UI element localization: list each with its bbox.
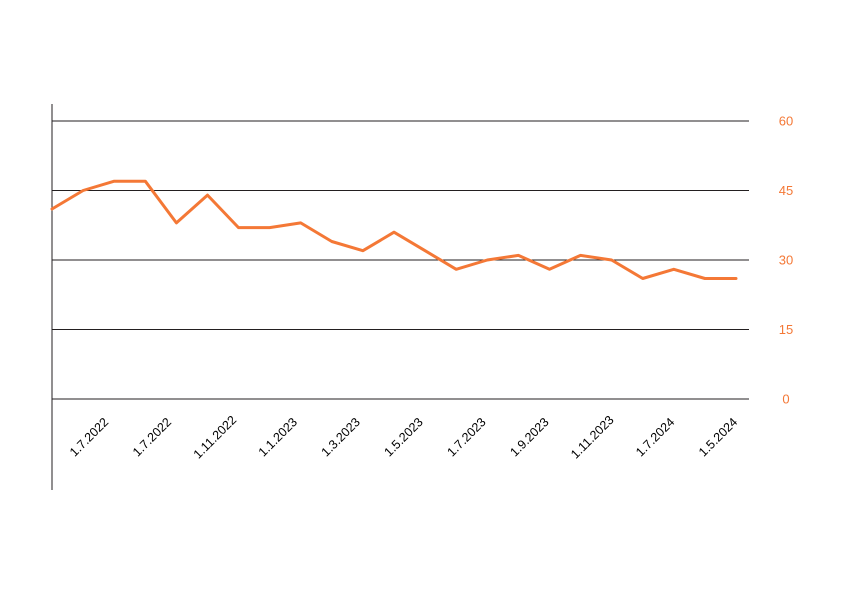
x-tick-label: 1.5.2024 <box>696 415 740 459</box>
x-tick-label: 1.11.2023 <box>568 413 617 462</box>
y-tick-label: 30 <box>779 253 793 268</box>
y-tick-label: 45 <box>779 183 793 198</box>
grid-layer <box>52 120 749 400</box>
x-tick-label: 1.9.2023 <box>507 415 551 459</box>
x-tick-label: 1.11.2022 <box>191 413 240 462</box>
series-line <box>50 179 738 280</box>
x-tick-label: 1.1.2023 <box>256 415 300 459</box>
y-tick-label: 15 <box>779 322 793 337</box>
x-tick-label: 1.7.2022 <box>67 415 111 459</box>
y-tick-label: 0 <box>782 392 789 407</box>
x-tick-label: 1.7.2024 <box>633 415 677 459</box>
x-tick-labels: 1.7.2022 1.7.2022 1.11.2022 1.1.2023 1.3.202… <box>67 413 740 462</box>
x-tick-label: 1.7.2023 <box>444 415 488 459</box>
series-layer <box>50 179 738 280</box>
y-tick-labels: 0 15 30 45 60 <box>779 114 793 407</box>
x-tick-label: 1.5.2023 <box>382 415 426 459</box>
y-tick-label: 60 <box>779 114 793 129</box>
x-tick-label: 1.7.2022 <box>130 415 174 459</box>
x-tick-label: 1.3.2023 <box>319 415 363 459</box>
